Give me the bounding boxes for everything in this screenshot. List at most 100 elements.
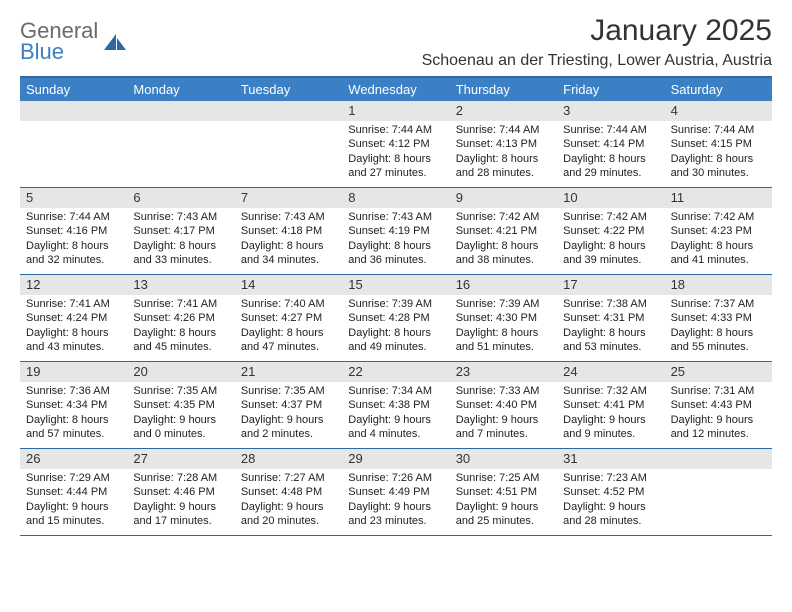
sunrise-line: Sunrise: 7:26 AM bbox=[348, 471, 443, 485]
day-detail: Sunrise: 7:39 AMSunset: 4:30 PMDaylight:… bbox=[450, 295, 557, 358]
daylight-line-1: Daylight: 9 hours bbox=[456, 500, 551, 514]
day-cell: 23Sunrise: 7:33 AMSunset: 4:40 PMDayligh… bbox=[450, 362, 557, 448]
day-detail: Sunrise: 7:31 AMSunset: 4:43 PMDaylight:… bbox=[665, 382, 772, 445]
sunrise-line: Sunrise: 7:43 AM bbox=[133, 210, 228, 224]
day-cell: 25Sunrise: 7:31 AMSunset: 4:43 PMDayligh… bbox=[665, 362, 772, 448]
sunrise-line: Sunrise: 7:43 AM bbox=[241, 210, 336, 224]
daylight-line-2: and 47 minutes. bbox=[241, 340, 336, 354]
day-cell: 1Sunrise: 7:44 AMSunset: 4:12 PMDaylight… bbox=[342, 101, 449, 187]
sunrise-line: Sunrise: 7:44 AM bbox=[671, 123, 766, 137]
day-number: 20 bbox=[127, 362, 234, 382]
daylight-line-1: Daylight: 9 hours bbox=[348, 413, 443, 427]
daylight-line-1: Daylight: 8 hours bbox=[26, 326, 121, 340]
day-number: 9 bbox=[450, 188, 557, 208]
weekday-header: SundayMondayTuesdayWednesdayThursdayFrid… bbox=[20, 78, 772, 101]
day-number: 13 bbox=[127, 275, 234, 295]
logo: General Blue bbox=[20, 20, 128, 63]
sunset-line: Sunset: 4:28 PM bbox=[348, 311, 443, 325]
day-cell: 27Sunrise: 7:28 AMSunset: 4:46 PMDayligh… bbox=[127, 449, 234, 535]
daylight-line-2: and 15 minutes. bbox=[26, 514, 121, 528]
title-block: January 2025 Schoenau an der Triesting, … bbox=[422, 14, 772, 70]
daylight-line-2: and 45 minutes. bbox=[133, 340, 228, 354]
daylight-line-2: and 55 minutes. bbox=[671, 340, 766, 354]
sunset-line: Sunset: 4:23 PM bbox=[671, 224, 766, 238]
daylight-line-2: and 29 minutes. bbox=[563, 166, 658, 180]
day-number: 29 bbox=[342, 449, 449, 469]
sunset-line: Sunset: 4:19 PM bbox=[348, 224, 443, 238]
day-cell: 4Sunrise: 7:44 AMSunset: 4:15 PMDaylight… bbox=[665, 101, 772, 187]
sunrise-line: Sunrise: 7:27 AM bbox=[241, 471, 336, 485]
daylight-line-2: and 51 minutes. bbox=[456, 340, 551, 354]
sunset-line: Sunset: 4:41 PM bbox=[563, 398, 658, 412]
sunrise-line: Sunrise: 7:28 AM bbox=[133, 471, 228, 485]
daylight-line-1: Daylight: 8 hours bbox=[26, 239, 121, 253]
sunset-line: Sunset: 4:26 PM bbox=[133, 311, 228, 325]
daylight-line-2: and 2 minutes. bbox=[241, 427, 336, 441]
daylight-line-1: Daylight: 8 hours bbox=[241, 326, 336, 340]
day-cell: 11Sunrise: 7:42 AMSunset: 4:23 PMDayligh… bbox=[665, 188, 772, 274]
daylight-line-2: and 32 minutes. bbox=[26, 253, 121, 267]
day-number: 4 bbox=[665, 101, 772, 121]
calendar-body: 1Sunrise: 7:44 AMSunset: 4:12 PMDaylight… bbox=[20, 101, 772, 536]
day-number: 5 bbox=[20, 188, 127, 208]
day-cell: 29Sunrise: 7:26 AMSunset: 4:49 PMDayligh… bbox=[342, 449, 449, 535]
day-detail: Sunrise: 7:44 AMSunset: 4:15 PMDaylight:… bbox=[665, 121, 772, 184]
day-detail: Sunrise: 7:35 AMSunset: 4:37 PMDaylight:… bbox=[235, 382, 342, 445]
sunset-line: Sunset: 4:51 PM bbox=[456, 485, 551, 499]
day-number: 15 bbox=[342, 275, 449, 295]
sunrise-line: Sunrise: 7:42 AM bbox=[671, 210, 766, 224]
sunset-line: Sunset: 4:30 PM bbox=[456, 311, 551, 325]
week-row: 19Sunrise: 7:36 AMSunset: 4:34 PMDayligh… bbox=[20, 362, 772, 449]
day-cell: 5Sunrise: 7:44 AMSunset: 4:16 PMDaylight… bbox=[20, 188, 127, 274]
sunrise-line: Sunrise: 7:23 AM bbox=[563, 471, 658, 485]
daylight-line-2: and 23 minutes. bbox=[348, 514, 443, 528]
daylight-line-2: and 36 minutes. bbox=[348, 253, 443, 267]
daylight-line-2: and 41 minutes. bbox=[671, 253, 766, 267]
sunrise-line: Sunrise: 7:42 AM bbox=[563, 210, 658, 224]
daylight-line-1: Daylight: 8 hours bbox=[348, 152, 443, 166]
week-row: 26Sunrise: 7:29 AMSunset: 4:44 PMDayligh… bbox=[20, 449, 772, 536]
day-number: 3 bbox=[557, 101, 664, 121]
sunset-line: Sunset: 4:43 PM bbox=[671, 398, 766, 412]
day-detail: Sunrise: 7:42 AMSunset: 4:23 PMDaylight:… bbox=[665, 208, 772, 271]
daylight-line-1: Daylight: 9 hours bbox=[348, 500, 443, 514]
sunrise-line: Sunrise: 7:43 AM bbox=[348, 210, 443, 224]
daylight-line-2: and 25 minutes. bbox=[456, 514, 551, 528]
sunset-line: Sunset: 4:40 PM bbox=[456, 398, 551, 412]
daylight-line-1: Daylight: 9 hours bbox=[133, 413, 228, 427]
sunset-line: Sunset: 4:17 PM bbox=[133, 224, 228, 238]
day-cell: 28Sunrise: 7:27 AMSunset: 4:48 PMDayligh… bbox=[235, 449, 342, 535]
daylight-line-1: Daylight: 8 hours bbox=[241, 239, 336, 253]
day-number: 31 bbox=[557, 449, 664, 469]
daylight-line-1: Daylight: 9 hours bbox=[563, 500, 658, 514]
day-number: 11 bbox=[665, 188, 772, 208]
daylight-line-2: and 38 minutes. bbox=[456, 253, 551, 267]
daylight-line-1: Daylight: 9 hours bbox=[563, 413, 658, 427]
day-number: 30 bbox=[450, 449, 557, 469]
day-detail: Sunrise: 7:43 AMSunset: 4:17 PMDaylight:… bbox=[127, 208, 234, 271]
daylight-line-1: Daylight: 8 hours bbox=[348, 239, 443, 253]
day-detail: Sunrise: 7:36 AMSunset: 4:34 PMDaylight:… bbox=[20, 382, 127, 445]
sunrise-line: Sunrise: 7:39 AM bbox=[348, 297, 443, 311]
day-cell: 24Sunrise: 7:32 AMSunset: 4:41 PMDayligh… bbox=[557, 362, 664, 448]
day-number: 25 bbox=[665, 362, 772, 382]
weekday-label: Tuesday bbox=[235, 78, 342, 101]
daylight-line-2: and 20 minutes. bbox=[241, 514, 336, 528]
day-number bbox=[127, 101, 234, 121]
sunrise-line: Sunrise: 7:44 AM bbox=[348, 123, 443, 137]
sunrise-line: Sunrise: 7:38 AM bbox=[563, 297, 658, 311]
day-detail: Sunrise: 7:27 AMSunset: 4:48 PMDaylight:… bbox=[235, 469, 342, 532]
daylight-line-2: and 12 minutes. bbox=[671, 427, 766, 441]
day-detail: Sunrise: 7:29 AMSunset: 4:44 PMDaylight:… bbox=[20, 469, 127, 532]
sunrise-line: Sunrise: 7:34 AM bbox=[348, 384, 443, 398]
daylight-line-2: and 28 minutes. bbox=[563, 514, 658, 528]
day-cell: 31Sunrise: 7:23 AMSunset: 4:52 PMDayligh… bbox=[557, 449, 664, 535]
sunset-line: Sunset: 4:27 PM bbox=[241, 311, 336, 325]
sunrise-line: Sunrise: 7:33 AM bbox=[456, 384, 551, 398]
day-number: 26 bbox=[20, 449, 127, 469]
sunset-line: Sunset: 4:14 PM bbox=[563, 137, 658, 151]
sunrise-line: Sunrise: 7:29 AM bbox=[26, 471, 121, 485]
day-number: 23 bbox=[450, 362, 557, 382]
daylight-line-2: and 33 minutes. bbox=[133, 253, 228, 267]
sunrise-line: Sunrise: 7:31 AM bbox=[671, 384, 766, 398]
